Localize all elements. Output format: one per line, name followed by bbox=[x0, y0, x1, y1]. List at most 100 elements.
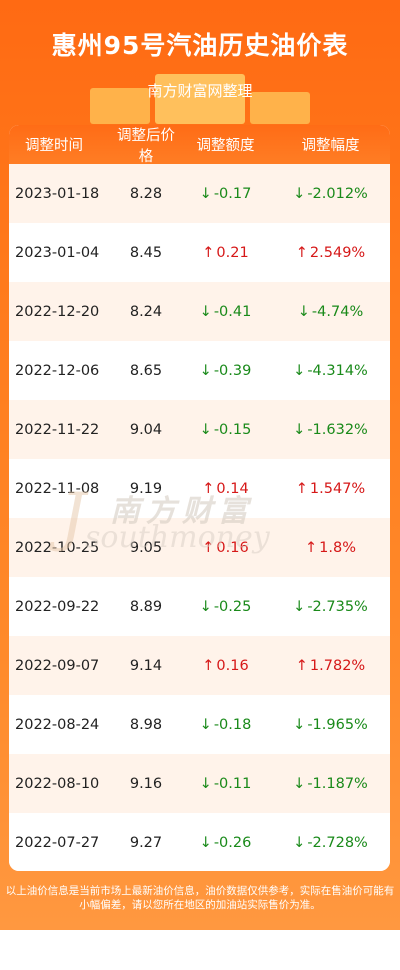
table-row: 2022-11-08 9.19 ↑ 0.14 ↑ 1.547% bbox=[9, 459, 390, 518]
amount-cell: ↓ -0.11 bbox=[180, 776, 271, 792]
arrow-down-icon: ↓ bbox=[199, 716, 212, 733]
arrow-down-icon: ↓ bbox=[199, 598, 212, 615]
date-cell: 2022-11-22 bbox=[15, 421, 100, 438]
table-row: 2022-07-27 9.27 ↓ -0.26 ↓ -2.728% bbox=[9, 813, 390, 871]
amount-cell: ↓ -0.41 bbox=[180, 304, 271, 320]
table-row: 2022-09-07 9.14 ↑ 0.16 ↑ 1.782% bbox=[9, 636, 390, 695]
date-cell: 2022-09-07 bbox=[15, 657, 100, 674]
percent-cell: ↓ -1.187% bbox=[271, 776, 390, 792]
arrow-down-icon: ↓ bbox=[199, 421, 212, 438]
table-row: 2022-11-22 9.04 ↓ -0.15 ↓ -1.632% bbox=[9, 400, 390, 459]
arrow-down-icon: ↓ bbox=[293, 598, 306, 615]
arrow-down-icon: ↓ bbox=[199, 362, 212, 379]
price-cell: 9.04 bbox=[129, 421, 163, 438]
arrow-down-icon: ↓ bbox=[293, 362, 306, 379]
percent-cell: ↓ -2.728% bbox=[271, 835, 390, 851]
arrow-up-icon: ↑ bbox=[305, 539, 318, 556]
date-cell: 2022-08-24 bbox=[15, 716, 100, 733]
amount-value: -0.25 bbox=[213, 598, 252, 615]
amount-value: -0.26 bbox=[213, 834, 252, 851]
percent-value: -2.728% bbox=[307, 834, 368, 851]
percent-value: 2.549% bbox=[309, 244, 366, 261]
amount-value: -0.41 bbox=[213, 303, 252, 320]
amount-value: -0.39 bbox=[213, 362, 252, 379]
percent-value: -2.735% bbox=[307, 598, 368, 615]
percent-value: 1.547% bbox=[309, 480, 366, 497]
percent-value: -4.74% bbox=[311, 303, 364, 320]
arrow-down-icon: ↓ bbox=[199, 185, 212, 202]
percent-cell: ↓ -4.74% bbox=[271, 304, 390, 320]
table-row: 2022-08-10 9.16 ↓ -0.11 ↓ -1.187% bbox=[9, 754, 390, 813]
table-row: 2022-12-06 8.65 ↓ -0.39 ↓ -4.314% bbox=[9, 341, 390, 400]
date-cell: 2022-09-22 bbox=[15, 598, 100, 615]
amount-cell: ↓ -0.15 bbox=[180, 422, 271, 438]
date-cell: 2022-11-08 bbox=[15, 480, 100, 497]
decorative-blocks bbox=[60, 70, 340, 130]
column-header-percent: 调整幅度 bbox=[301, 138, 360, 154]
date-cell: 2023-01-18 bbox=[15, 185, 100, 202]
price-cell: 9.14 bbox=[129, 657, 163, 674]
date-cell: 2022-12-06 bbox=[15, 362, 100, 379]
percent-value: -4.314% bbox=[307, 362, 368, 379]
price-cell: 8.65 bbox=[129, 362, 163, 379]
disclaimer: 以上油价信息是当前市场上最新油价信息，油价数据仅供参考，实际在售油价可能有小幅偏… bbox=[5, 885, 395, 911]
arrow-up-icon: ↑ bbox=[202, 657, 215, 674]
page-subtitle: 南方财富网整理 bbox=[147, 82, 253, 100]
amount-cell: ↑ 0.14 bbox=[180, 481, 271, 497]
percent-value: -1.632% bbox=[307, 421, 368, 438]
arrow-up-icon: ↑ bbox=[202, 480, 215, 497]
percent-value: -1.965% bbox=[307, 716, 368, 733]
price-cell: 9.19 bbox=[129, 480, 163, 497]
amount-value: 0.21 bbox=[216, 244, 249, 261]
percent-cell: ↓ -2.735% bbox=[271, 599, 390, 615]
table-row: 2022-08-24 8.98 ↓ -0.18 ↓ -1.965% bbox=[9, 695, 390, 754]
amount-value: 0.16 bbox=[216, 657, 249, 674]
arrow-down-icon: ↓ bbox=[293, 834, 306, 851]
price-cell: 8.45 bbox=[129, 244, 163, 261]
percent-value: -2.012% bbox=[307, 185, 368, 202]
arrow-down-icon: ↓ bbox=[293, 185, 306, 202]
table-row: 2022-09-22 8.89 ↓ -0.25 ↓ -2.735% bbox=[9, 577, 390, 636]
date-cell: 2022-07-27 bbox=[15, 834, 100, 851]
arrow-up-icon: ↑ bbox=[295, 480, 308, 497]
arrow-up-icon: ↑ bbox=[202, 539, 215, 556]
column-header-amount: 调整额度 bbox=[196, 138, 255, 154]
table-row: 2023-01-04 8.45 ↑ 0.21 ↑ 2.549% bbox=[9, 223, 390, 282]
price-page: 惠州95号汽油历史油价表 南方财富网整理 调整时间 调整后价格 调整额度 调整幅… bbox=[0, 0, 400, 930]
price-cell: 8.24 bbox=[129, 303, 163, 320]
arrow-down-icon: ↓ bbox=[199, 303, 212, 320]
arrow-down-icon: ↓ bbox=[297, 303, 310, 320]
arrow-up-icon: ↑ bbox=[295, 657, 308, 674]
price-cell: 8.98 bbox=[129, 716, 163, 733]
arrow-up-icon: ↑ bbox=[295, 244, 308, 261]
percent-cell: ↑ 2.549% bbox=[271, 245, 390, 261]
percent-cell: ↑ 1.547% bbox=[271, 481, 390, 497]
arrow-down-icon: ↓ bbox=[293, 716, 306, 733]
table-row: 2023-01-18 8.28 ↓ -0.17 ↓ -2.012% bbox=[9, 164, 390, 223]
arrow-down-icon: ↓ bbox=[293, 775, 306, 792]
percent-value: 1.8% bbox=[319, 539, 356, 556]
amount-cell: ↑ 0.16 bbox=[180, 540, 271, 556]
price-cell: 9.16 bbox=[129, 775, 163, 792]
table-header: 调整时间 调整后价格 调整额度 调整幅度 bbox=[9, 125, 390, 165]
amount-cell: ↓ -0.17 bbox=[180, 186, 271, 202]
amount-value: 0.16 bbox=[216, 539, 249, 556]
price-cell: 9.27 bbox=[129, 834, 163, 851]
column-header-date: 调整时间 bbox=[25, 138, 83, 154]
page-title: 惠州95号汽油历史油价表 bbox=[51, 31, 349, 60]
price-cell: 8.28 bbox=[129, 185, 163, 202]
percent-cell: ↑ 1.8% bbox=[271, 540, 390, 556]
table-row: 2022-10-25 9.05 ↑ 0.16 ↑ 1.8% bbox=[9, 518, 390, 577]
amount-cell: ↓ -0.26 bbox=[180, 835, 271, 851]
amount-cell: ↓ -0.39 bbox=[180, 363, 271, 379]
date-cell: 2022-10-25 bbox=[15, 539, 100, 556]
amount-cell: ↑ 0.21 bbox=[180, 245, 271, 261]
price-table: 调整时间 调整后价格 调整额度 调整幅度 2023-01-18 8.28 ↓ -0.1… bbox=[9, 125, 390, 871]
arrow-down-icon: ↓ bbox=[293, 421, 306, 438]
amount-value: 0.14 bbox=[216, 480, 249, 497]
amount-value: -0.18 bbox=[213, 716, 252, 733]
amount-value: -0.11 bbox=[213, 775, 252, 792]
amount-value: -0.15 bbox=[213, 421, 252, 438]
date-cell: 2022-12-20 bbox=[15, 303, 100, 320]
price-cell: 8.89 bbox=[129, 598, 163, 615]
